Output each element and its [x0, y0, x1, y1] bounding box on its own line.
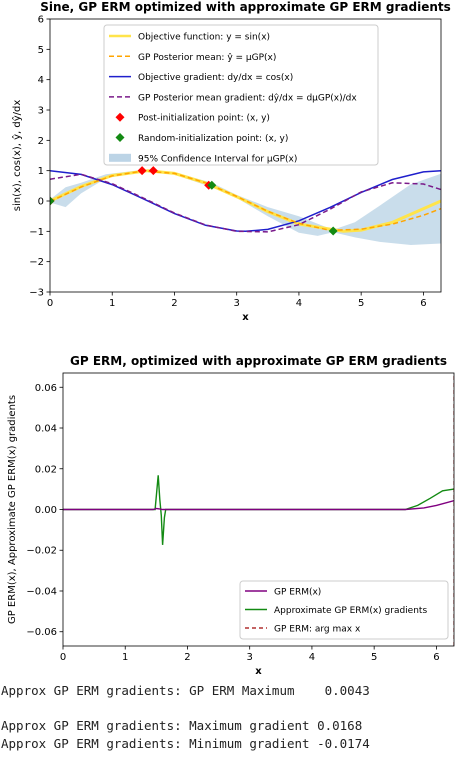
x-tick-label: 0	[47, 298, 53, 309]
y-tick-label: −0.02	[26, 546, 57, 557]
legend-label: 95% Confidence Interval for μGP(x)	[138, 154, 297, 164]
confidence-interval-band	[50, 169, 441, 245]
random-init-point	[207, 180, 217, 190]
y-tick-label: 4	[38, 75, 44, 86]
legend-swatch	[109, 153, 131, 162]
x-tick-label: 1	[122, 652, 128, 663]
legend-box	[103, 24, 379, 166]
y-tick-label: 0.04	[35, 424, 57, 435]
y-tick-label: −0.04	[26, 586, 57, 597]
y-axis-label: GP ERM(x), Approximate GP ERM(x) gradien…	[7, 395, 18, 624]
y-tick-label: 5	[38, 45, 44, 56]
x-tick-label: 5	[371, 652, 377, 663]
axes-frame-0	[49, 18, 442, 293]
y-tick-label: 0	[38, 197, 44, 208]
y-axis-label: sin(x), cos(x), ŷ, dŷ/dx	[11, 100, 23, 212]
y-tick-label: 3	[38, 106, 44, 117]
legend-box	[239, 580, 449, 640]
chart-title: Sine, GP ERM optimized with approximate …	[40, 0, 451, 14]
gp-erm-line	[63, 500, 454, 511]
x-tick-label: 5	[358, 298, 364, 309]
y-tick-label: 6	[38, 15, 44, 26]
console-line-1: Approx GP ERM gradients: GP ERM Maximum …	[1, 683, 370, 698]
legend-label: GP Posterior mean: ŷ = μGP(x)	[138, 53, 276, 63]
x-tick-label: 1	[109, 298, 115, 309]
x-tick-label: 4	[309, 652, 315, 663]
x-axis-label: x	[242, 312, 249, 323]
gp-mean-line	[50, 170, 441, 232]
random-init-point	[50, 196, 55, 206]
y-tick-label: 0.02	[35, 464, 57, 475]
legend-label: Approximate GP ERM(x) gradients	[274, 606, 427, 616]
approx-gradient-line	[63, 475, 454, 545]
y-tick-label: 2	[38, 136, 44, 147]
x-tick-label: 6	[433, 652, 439, 663]
legend-label: Objective gradient: dy/dx = cos(x)	[138, 73, 293, 83]
legend-label: Random-initialization point: (x, y)	[138, 134, 288, 144]
x-tick-label: 4	[296, 298, 302, 309]
plot-area-0	[50, 166, 441, 245]
y-tick-label: 0.00	[35, 505, 57, 516]
console-line-4: Approx GP ERM gradients: Minimum gradien…	[1, 736, 370, 751]
console-line-3: Approx GP ERM gradients: Maximum gradien…	[1, 718, 363, 733]
y-tick-label: −0.06	[26, 627, 57, 638]
post-init-point	[148, 166, 158, 176]
y-tick-label: 1	[38, 166, 44, 177]
legend-swatch	[115, 133, 125, 142]
legend-label: GP Posterior mean gradient: dŷ/dx = dμGP…	[138, 93, 357, 103]
x-tick-label: 2	[171, 298, 177, 309]
y-tick-label: 0.06	[35, 383, 57, 394]
x-axis-label: x	[255, 666, 262, 677]
plot-area-1	[63, 373, 454, 646]
objective-gradient-line	[50, 169, 441, 233]
y-tick-label: −3	[29, 288, 44, 299]
post-init-point	[137, 166, 147, 176]
y-tick-label: −1	[29, 227, 44, 238]
legend-label: Objective function: y = sin(x)	[138, 33, 270, 43]
x-tick-label: 3	[247, 652, 253, 663]
x-tick-label: 2	[184, 652, 190, 663]
figure: 0 1 2 3 4 5 6 −3 −2 −1 0 1 2 3 4 5 6 x sin(x), cos(x), ŷ, …	[7, 0, 455, 677]
legend-label: GP ERM: arg max x	[274, 625, 361, 635]
random-init-point	[328, 226, 338, 236]
legend-label: GP ERM(x)	[274, 588, 321, 598]
y-tick-label: −2	[29, 257, 44, 268]
legend-label: Post-initialization point: (x, y)	[138, 114, 270, 124]
x-tick-label: 6	[420, 298, 426, 309]
x-tick-label: 3	[234, 298, 240, 309]
chart-title: GP ERM, optimized with approximate GP ER…	[70, 354, 447, 368]
legend-swatch	[115, 112, 125, 122]
x-tick-label: 0	[60, 652, 66, 663]
